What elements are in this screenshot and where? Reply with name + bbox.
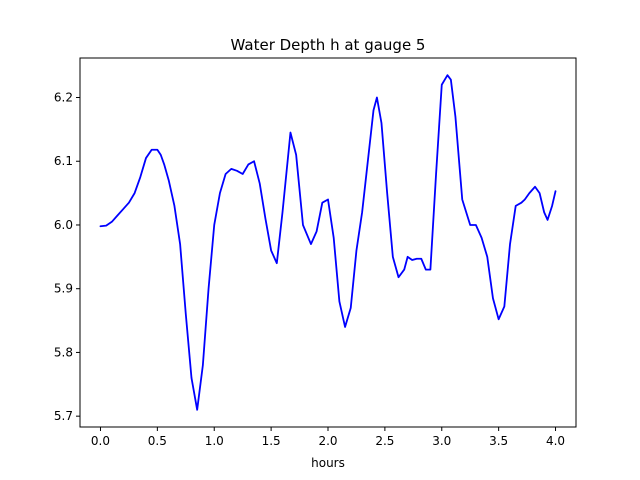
x-axis-label: hours (311, 456, 345, 470)
x-axis: 0.0 0.5 1.0 1.5 2.0 2.5 3.0 3.5 4.0 (91, 427, 565, 448)
x-tick-label: 1.5 (262, 434, 281, 448)
y-tick-label: 5.7 (54, 409, 73, 423)
x-tick-label: 1.0 (205, 434, 224, 448)
x-tick-label: 0.5 (148, 434, 167, 448)
y-tick-label: 5.9 (54, 282, 73, 296)
series-line (99, 74, 557, 411)
y-tick-label: 6.0 (54, 218, 73, 232)
y-tick-label: 6.1 (54, 154, 73, 168)
y-axis: 5.7 5.8 5.9 6.0 6.1 6.2 (54, 91, 80, 423)
y-tick-label: 6.2 (54, 91, 73, 105)
chart-title: Water Depth h at gauge 5 (231, 36, 426, 54)
x-tick-label: 2.0 (318, 434, 337, 448)
y-tick-label: 5.8 (54, 345, 73, 359)
x-tick-label: 4.0 (546, 434, 565, 448)
x-tick-label: 0.0 (91, 434, 110, 448)
x-tick-label: 3.5 (489, 434, 508, 448)
x-tick-label: 3.0 (432, 434, 451, 448)
x-tick-label: 2.5 (375, 434, 394, 448)
plot-frame (79, 57, 577, 428)
plot-area (99, 74, 557, 411)
